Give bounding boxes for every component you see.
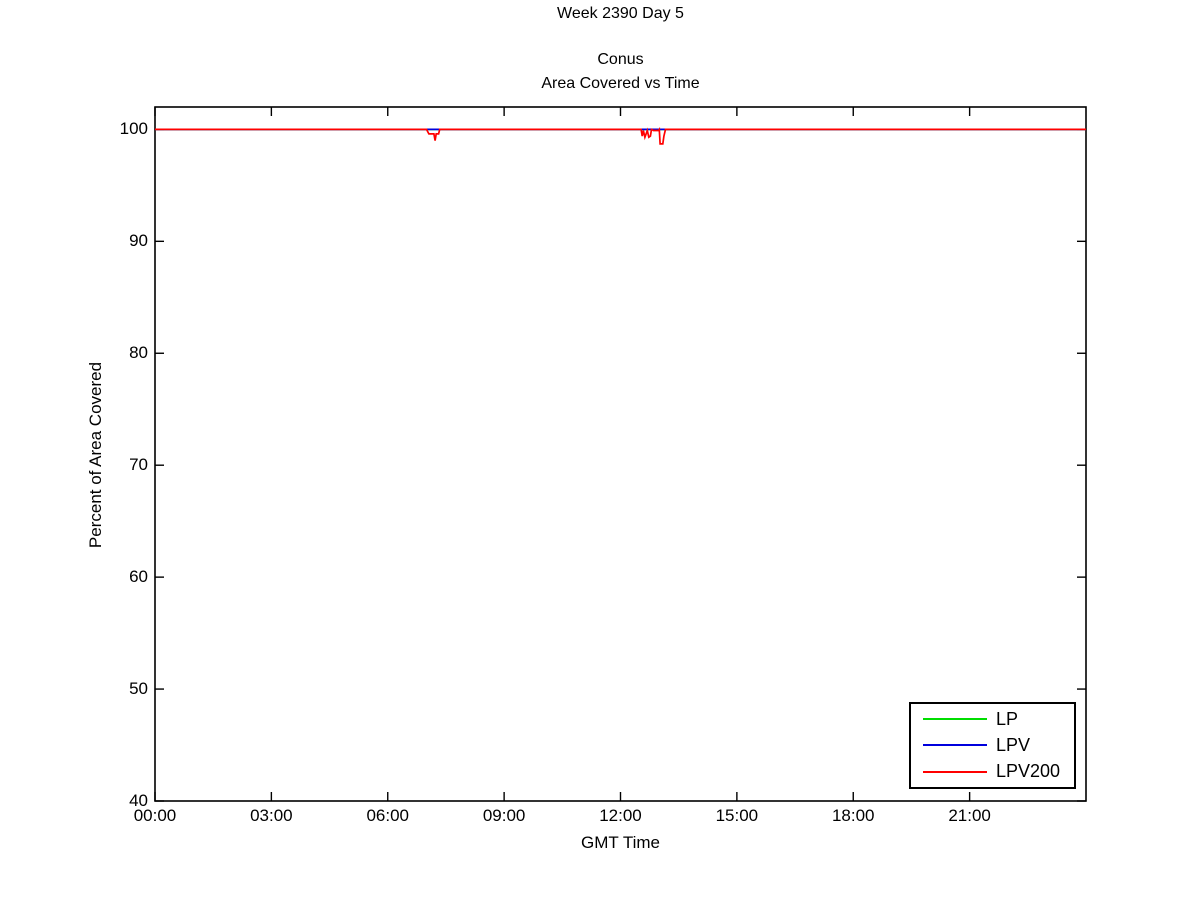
y-axis-title: Percent of Area Covered	[86, 361, 105, 549]
y-tick-label: 40	[129, 791, 148, 810]
y-tick-label: 90	[129, 231, 148, 251]
legend-line-swatch-lpv200	[923, 770, 987, 773]
x-tick-label: 15:00	[715, 806, 759, 825]
legend-item-label: LP	[996, 708, 1019, 729]
y-tick-label: 100	[119, 119, 148, 139]
legend-line-swatch-lpv	[923, 744, 987, 747]
x-axis-title: GMT Time	[580, 833, 661, 852]
chart-title-week: Week 2390 Day 5	[557, 5, 684, 22]
y-tick-label: 60	[129, 567, 148, 587]
x-tick-label: 09:00	[482, 806, 526, 825]
y-tick-label: 80	[129, 343, 148, 363]
chart-title-region: Conus	[597, 51, 644, 68]
tick-marks	[154, 107, 1086, 802]
x-tick-label: 03:00	[250, 806, 293, 825]
chart-title-subtitle: Area Covered vs Time	[541, 75, 700, 92]
x-tick-label: 12:00	[599, 806, 642, 825]
legend-item-label: LPV	[996, 734, 1031, 755]
legend-item: LPV	[911, 732, 1074, 758]
x-tick-label: 18:00	[831, 806, 875, 825]
series-lines	[155, 126, 1086, 145]
x-tick-label: 06:00	[366, 806, 410, 825]
y-tick-label: 50	[129, 679, 148, 699]
legend-line-swatch-lp	[923, 718, 987, 721]
legend-item-label: LPV200	[996, 761, 1061, 782]
series-line-lpv200	[155, 126, 1086, 145]
legend: LP LPV LPV200	[909, 702, 1076, 789]
x-tick-label: 00:00	[133, 806, 177, 825]
legend-item: LPV200	[911, 759, 1074, 785]
y-tick-label: 70	[129, 455, 148, 475]
x-tick-label: 21:00	[948, 806, 991, 825]
plot-area	[154, 106, 1087, 802]
legend-item: LP	[911, 706, 1074, 732]
